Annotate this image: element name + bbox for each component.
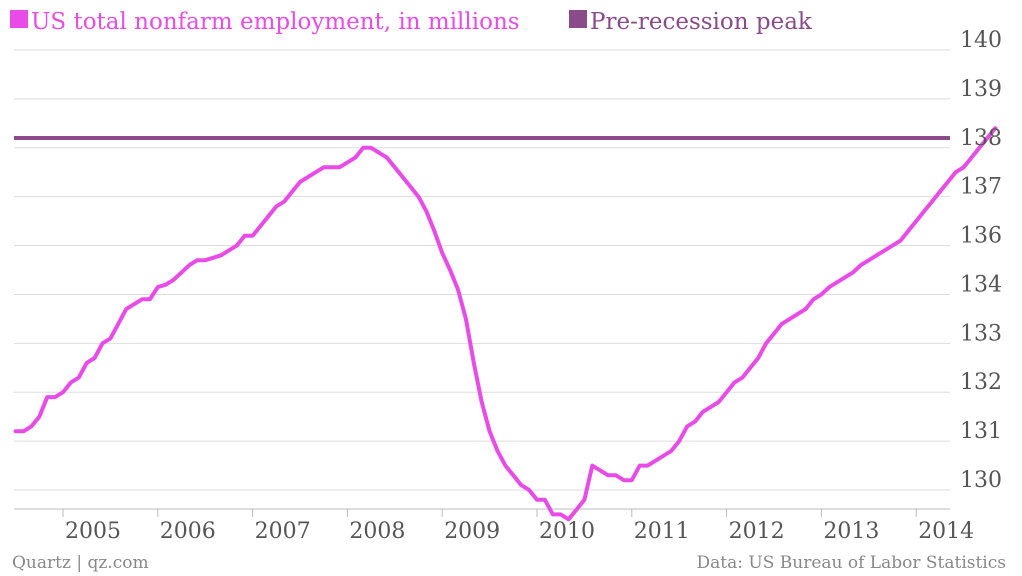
y-tick-label: 134 [960,272,1002,297]
y-tick-label: 138 [960,126,1002,151]
y-tick-label: 132 [960,370,1002,395]
x-tick-label: 2009 [444,519,500,544]
x-tick-label: 2006 [160,519,216,544]
y-tick-label: 130 [960,468,1002,493]
x-tick-label: 2014 [918,519,974,544]
series-layer [13,126,998,522]
grid-layer [14,49,950,510]
x-tick-label: 2007 [255,519,311,544]
y-tick-label: 137 [960,175,1002,200]
x-tick-label: 2005 [65,519,121,544]
legend-swatch-peak [569,10,587,28]
x-tick-label: 2010 [539,519,595,544]
y-tick-label: 131 [960,419,1002,444]
x-tick-layer: 2005 2006 2007 2008 2009 2010 2011 2012 2013 2014 [62,509,974,544]
legend-swatch-employment [10,10,28,28]
legend: US total nonfarm employment, in millions… [10,9,813,35]
legend-label-peak: Pre-recession peak [590,9,813,35]
series-line-employment [13,126,998,522]
y-tick-label: 140 [960,28,1002,53]
legend-label-employment: US total nonfarm employment, in millions [31,9,520,35]
x-tick-label: 2011 [634,519,690,544]
x-tick-label: 2013 [823,519,879,544]
x-tick-label: 2012 [729,519,785,544]
footer-source-left: Quartz | qz.com [12,553,149,573]
y-tick-label: 139 [960,77,1002,102]
y-tick-label: 136 [960,224,1002,249]
footer-source-right: Data: US Bureau of Labor Statistics [697,553,1006,573]
y-tick-layer: 130 131 132 133 134 136 137 138 139 140 [960,28,1002,493]
y-tick-label: 133 [960,321,1002,346]
x-tick-label: 2008 [349,519,405,544]
